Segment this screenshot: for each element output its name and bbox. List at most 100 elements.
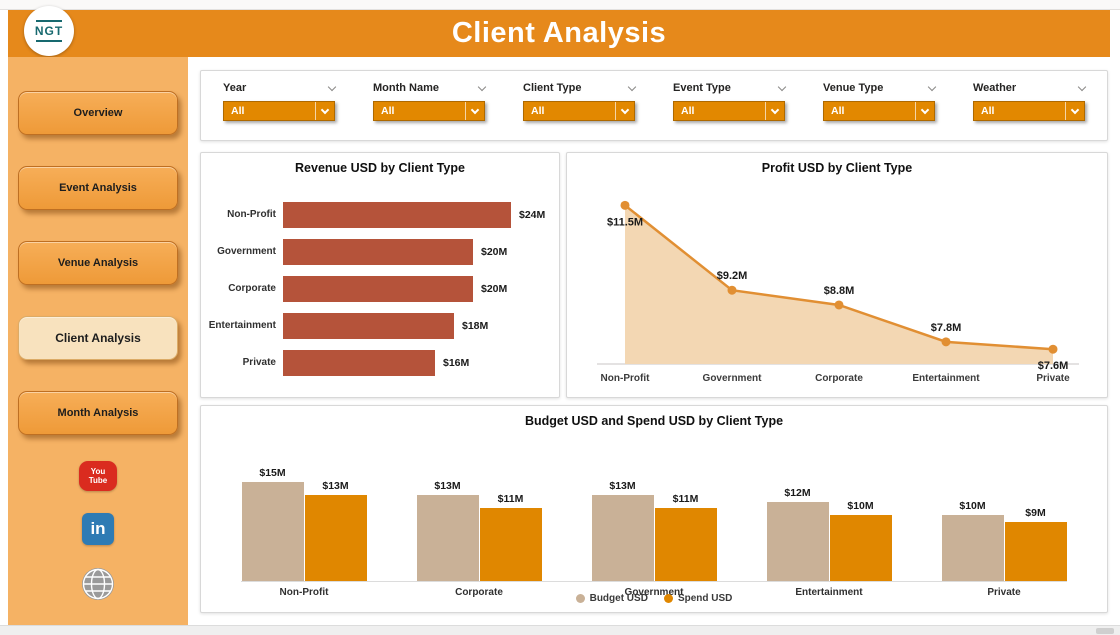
- value-label: $18M: [462, 319, 489, 332]
- chevron-down-icon: [765, 102, 784, 120]
- legend-swatch: [575, 594, 585, 603]
- chevron-down-icon[interactable]: [777, 82, 787, 91]
- year-dropdown[interactable]: All: [223, 101, 335, 121]
- page-title: Client Analysis: [451, 17, 667, 49]
- column: $15M: [241, 467, 304, 581]
- legend-swatch: [663, 594, 673, 603]
- bar-row: Corporate $20M: [207, 275, 553, 302]
- column: $13M: [304, 480, 367, 581]
- revenue-chart-card: Revenue USD by Client Type Non-Profit $24…: [200, 152, 560, 398]
- value-label: $11.5M: [607, 216, 643, 228]
- data-point-marker[interactable]: [941, 337, 951, 347]
- sidebar-item-overview[interactable]: Overview: [18, 91, 178, 135]
- linkedin-text: in: [90, 519, 106, 538]
- value-label: $15M: [259, 467, 286, 479]
- category-label: Entertainment: [208, 320, 276, 331]
- app-chrome-bottom: [0, 625, 1120, 635]
- revenue-bar[interactable]: [283, 238, 473, 265]
- budget-bar[interactable]: [591, 495, 654, 581]
- client-type-dropdown[interactable]: All: [523, 101, 635, 121]
- filter-label: Year: [223, 82, 247, 94]
- logo-line: [36, 20, 62, 22]
- value-label: $12M: [784, 486, 811, 499]
- chevron-down-icon: [1065, 102, 1084, 120]
- budget-bar[interactable]: [941, 515, 1004, 581]
- category-label: Entertainment: [912, 373, 980, 384]
- budget-bar[interactable]: [241, 482, 304, 581]
- linkedin-icon[interactable]: in: [82, 513, 114, 545]
- filter-label: Month Name: [373, 82, 439, 94]
- filter-client-type: Client Type All: [523, 82, 637, 140]
- spend-bar[interactable]: [479, 508, 542, 581]
- chevron-down-icon[interactable]: [327, 82, 337, 91]
- sidebar-item-client-analysis[interactable]: Client Analysis: [18, 316, 178, 360]
- chart-legend: Budget USD Spend USD: [201, 593, 1107, 604]
- youtube-icon[interactable]: You Tube: [79, 461, 117, 491]
- spend-bar[interactable]: [829, 515, 892, 581]
- bar-row: Government $20M: [207, 238, 553, 265]
- category-label: Non-Profit: [279, 587, 329, 598]
- bar-row: Entertainment $18M: [207, 312, 553, 339]
- youtube-text: Tube: [88, 476, 108, 485]
- weather-dropdown[interactable]: All: [973, 101, 1085, 121]
- sidebar-item-month-analysis[interactable]: Month Analysis: [18, 391, 178, 435]
- chart-title: Revenue USD by Client Type: [295, 161, 465, 175]
- filter-month-name: Month Name All: [373, 82, 487, 140]
- budget-spend-chart-card: Budget USD and Spend USD by Client Type …: [200, 405, 1108, 613]
- category-label: Non-Profit: [227, 209, 276, 220]
- sidebar-item-venue-analysis[interactable]: Venue Analysis: [18, 241, 178, 285]
- budget-bar[interactable]: [766, 501, 829, 581]
- chevron-down-icon[interactable]: [627, 82, 637, 91]
- chevron-down-icon[interactable]: [477, 82, 487, 91]
- column-group: $15M $13M: [241, 467, 367, 581]
- value-label: $11M: [672, 493, 699, 506]
- area-fill: [625, 205, 1053, 364]
- category-label: Private: [987, 587, 1021, 598]
- value-label: $9.2M: [717, 270, 748, 282]
- data-point-marker[interactable]: [834, 300, 844, 310]
- revenue-bar[interactable]: [283, 201, 511, 228]
- chevron-down-icon[interactable]: [927, 82, 937, 91]
- dropdown-value: All: [831, 105, 845, 117]
- value-label: $16M: [443, 356, 470, 369]
- category-label: Government: [624, 587, 684, 598]
- data-point-marker[interactable]: [620, 200, 630, 210]
- spend-bar[interactable]: [304, 495, 367, 581]
- nav-button-group: Overview Event Analysis Venue Analysis Clie…: [18, 91, 178, 435]
- spend-bar[interactable]: [1004, 521, 1067, 581]
- revenue-bar[interactable]: [283, 349, 435, 376]
- value-label: $7.6M: [1038, 360, 1069, 372]
- budget-bar[interactable]: [416, 495, 479, 581]
- column-group: $12M $10M: [766, 487, 892, 581]
- dropdown-value: All: [381, 105, 395, 117]
- filter-venue-type: Venue Type All: [823, 82, 937, 140]
- value-label: $11M: [497, 493, 524, 506]
- category-label: Corporate: [815, 373, 863, 384]
- month-name-dropdown[interactable]: All: [373, 101, 485, 121]
- spend-bar[interactable]: [654, 508, 717, 581]
- legend-label: Spend USD: [677, 593, 733, 604]
- chevron-down-icon: [915, 102, 934, 120]
- legend-item[interactable]: Spend USD: [663, 593, 733, 604]
- filter-weather: Weather All: [973, 82, 1087, 140]
- revenue-bar[interactable]: [283, 312, 454, 339]
- venue-type-dropdown[interactable]: All: [823, 101, 935, 121]
- logo-text: NGT: [34, 24, 64, 38]
- profit-chart-card: Profit USD by Client Type $11.5M Non-Prof…: [566, 152, 1108, 398]
- scrollbar-thumb[interactable]: [1096, 628, 1114, 634]
- legend-item[interactable]: Budget USD: [575, 593, 648, 604]
- web-globe-icon[interactable]: [81, 567, 115, 601]
- data-point-marker[interactable]: [727, 285, 737, 295]
- chart-title: Profit USD by Client Type: [761, 161, 913, 175]
- data-point-marker[interactable]: [1048, 344, 1058, 354]
- category-label: Entertainment: [795, 587, 863, 598]
- event-type-dropdown[interactable]: All: [673, 101, 785, 121]
- chevron-down-icon[interactable]: [1077, 82, 1087, 91]
- bar-row: Private $16M: [207, 349, 553, 376]
- logo-line: [36, 40, 62, 42]
- sidebar-item-event-analysis[interactable]: Event Analysis: [18, 166, 178, 210]
- bar-row: Non-Profit $24M: [207, 201, 553, 228]
- column: $13M: [591, 480, 654, 581]
- revenue-bar[interactable]: [283, 275, 473, 302]
